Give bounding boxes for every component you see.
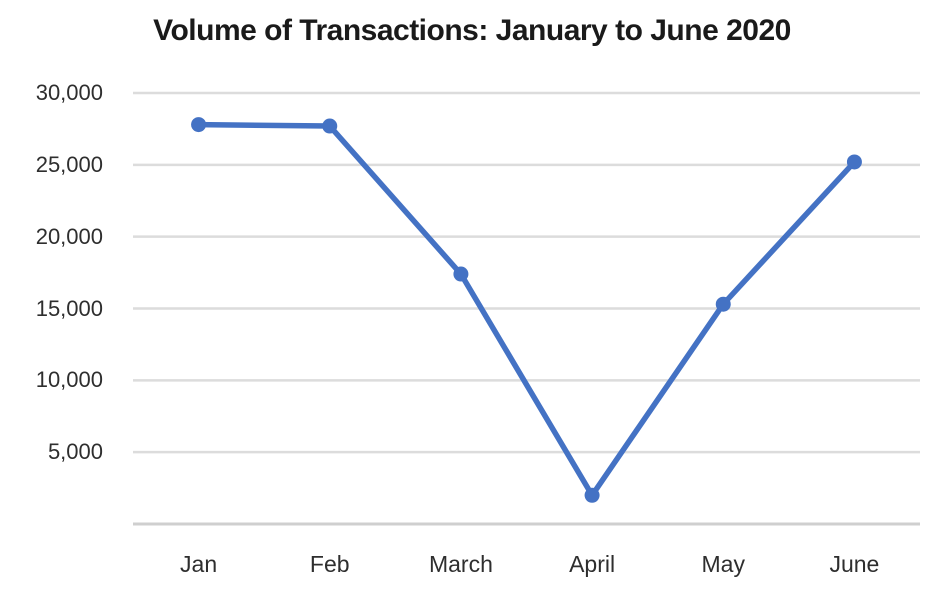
data-point-march: [453, 266, 469, 282]
x-tick-label-jan: Jan: [180, 551, 218, 577]
y-tick-label: 30,000: [35, 80, 103, 105]
data-point-feb: [322, 118, 338, 134]
y-tick-label: 25,000: [35, 151, 103, 177]
y-tick-label: 10,000: [35, 367, 103, 393]
data-point-april: [584, 487, 600, 503]
line-chart-plot: [133, 91, 920, 526]
data-point-may: [715, 296, 731, 312]
x-tick-label-march: March: [428, 551, 493, 577]
data-point-jan: [191, 117, 207, 133]
y-axis-tick-labels: 30,000 25,000 20,000 15,000 10,000 5,000: [0, 0, 103, 600]
y-tick-label: 20,000: [35, 223, 103, 249]
data-line: [195, 121, 858, 499]
x-tick-label-april: April: [569, 551, 616, 577]
y-tick-label: 15,000: [35, 295, 103, 321]
chart-title: Volume of Transactions: January to June …: [153, 14, 791, 47]
x-tick-label-feb: Feb: [309, 551, 350, 577]
y-tick-label: 5,000: [47, 439, 103, 465]
data-point-june: [846, 154, 862, 170]
x-tick-label-june: June: [829, 551, 880, 577]
x-tick-label-may: May: [701, 551, 745, 577]
